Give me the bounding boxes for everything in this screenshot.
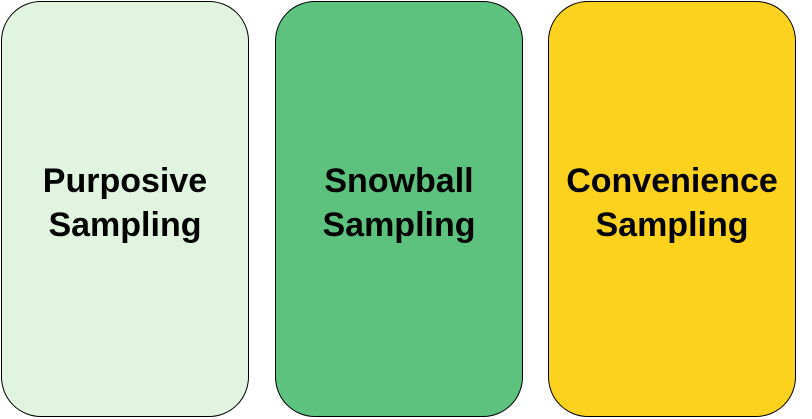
snowball-sampling-card: Snowball Sampling	[275, 1, 523, 417]
card-label-line1: Convenience	[566, 162, 778, 200]
card-label-line2: Sampling	[48, 206, 202, 244]
card-label-line2: Sampling	[322, 206, 476, 244]
card-label: Convenience Sampling	[566, 159, 778, 247]
card-label-line1: Purposive	[42, 162, 208, 200]
card-label: Purposive Sampling	[43, 159, 207, 247]
card-label: Snowball Sampling	[322, 159, 475, 247]
card-label-line2: Sampling	[595, 206, 749, 244]
convenience-sampling-card: Convenience Sampling	[548, 1, 796, 417]
card-label-line1: Snowball	[324, 162, 474, 200]
purposive-sampling-card: Purposive Sampling	[1, 1, 249, 417]
